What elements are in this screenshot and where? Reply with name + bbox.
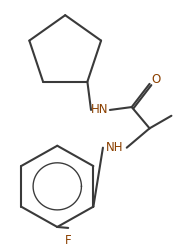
Text: HN: HN — [91, 104, 109, 117]
Text: F: F — [65, 234, 71, 247]
Text: O: O — [151, 73, 160, 86]
Text: NH: NH — [106, 141, 124, 154]
